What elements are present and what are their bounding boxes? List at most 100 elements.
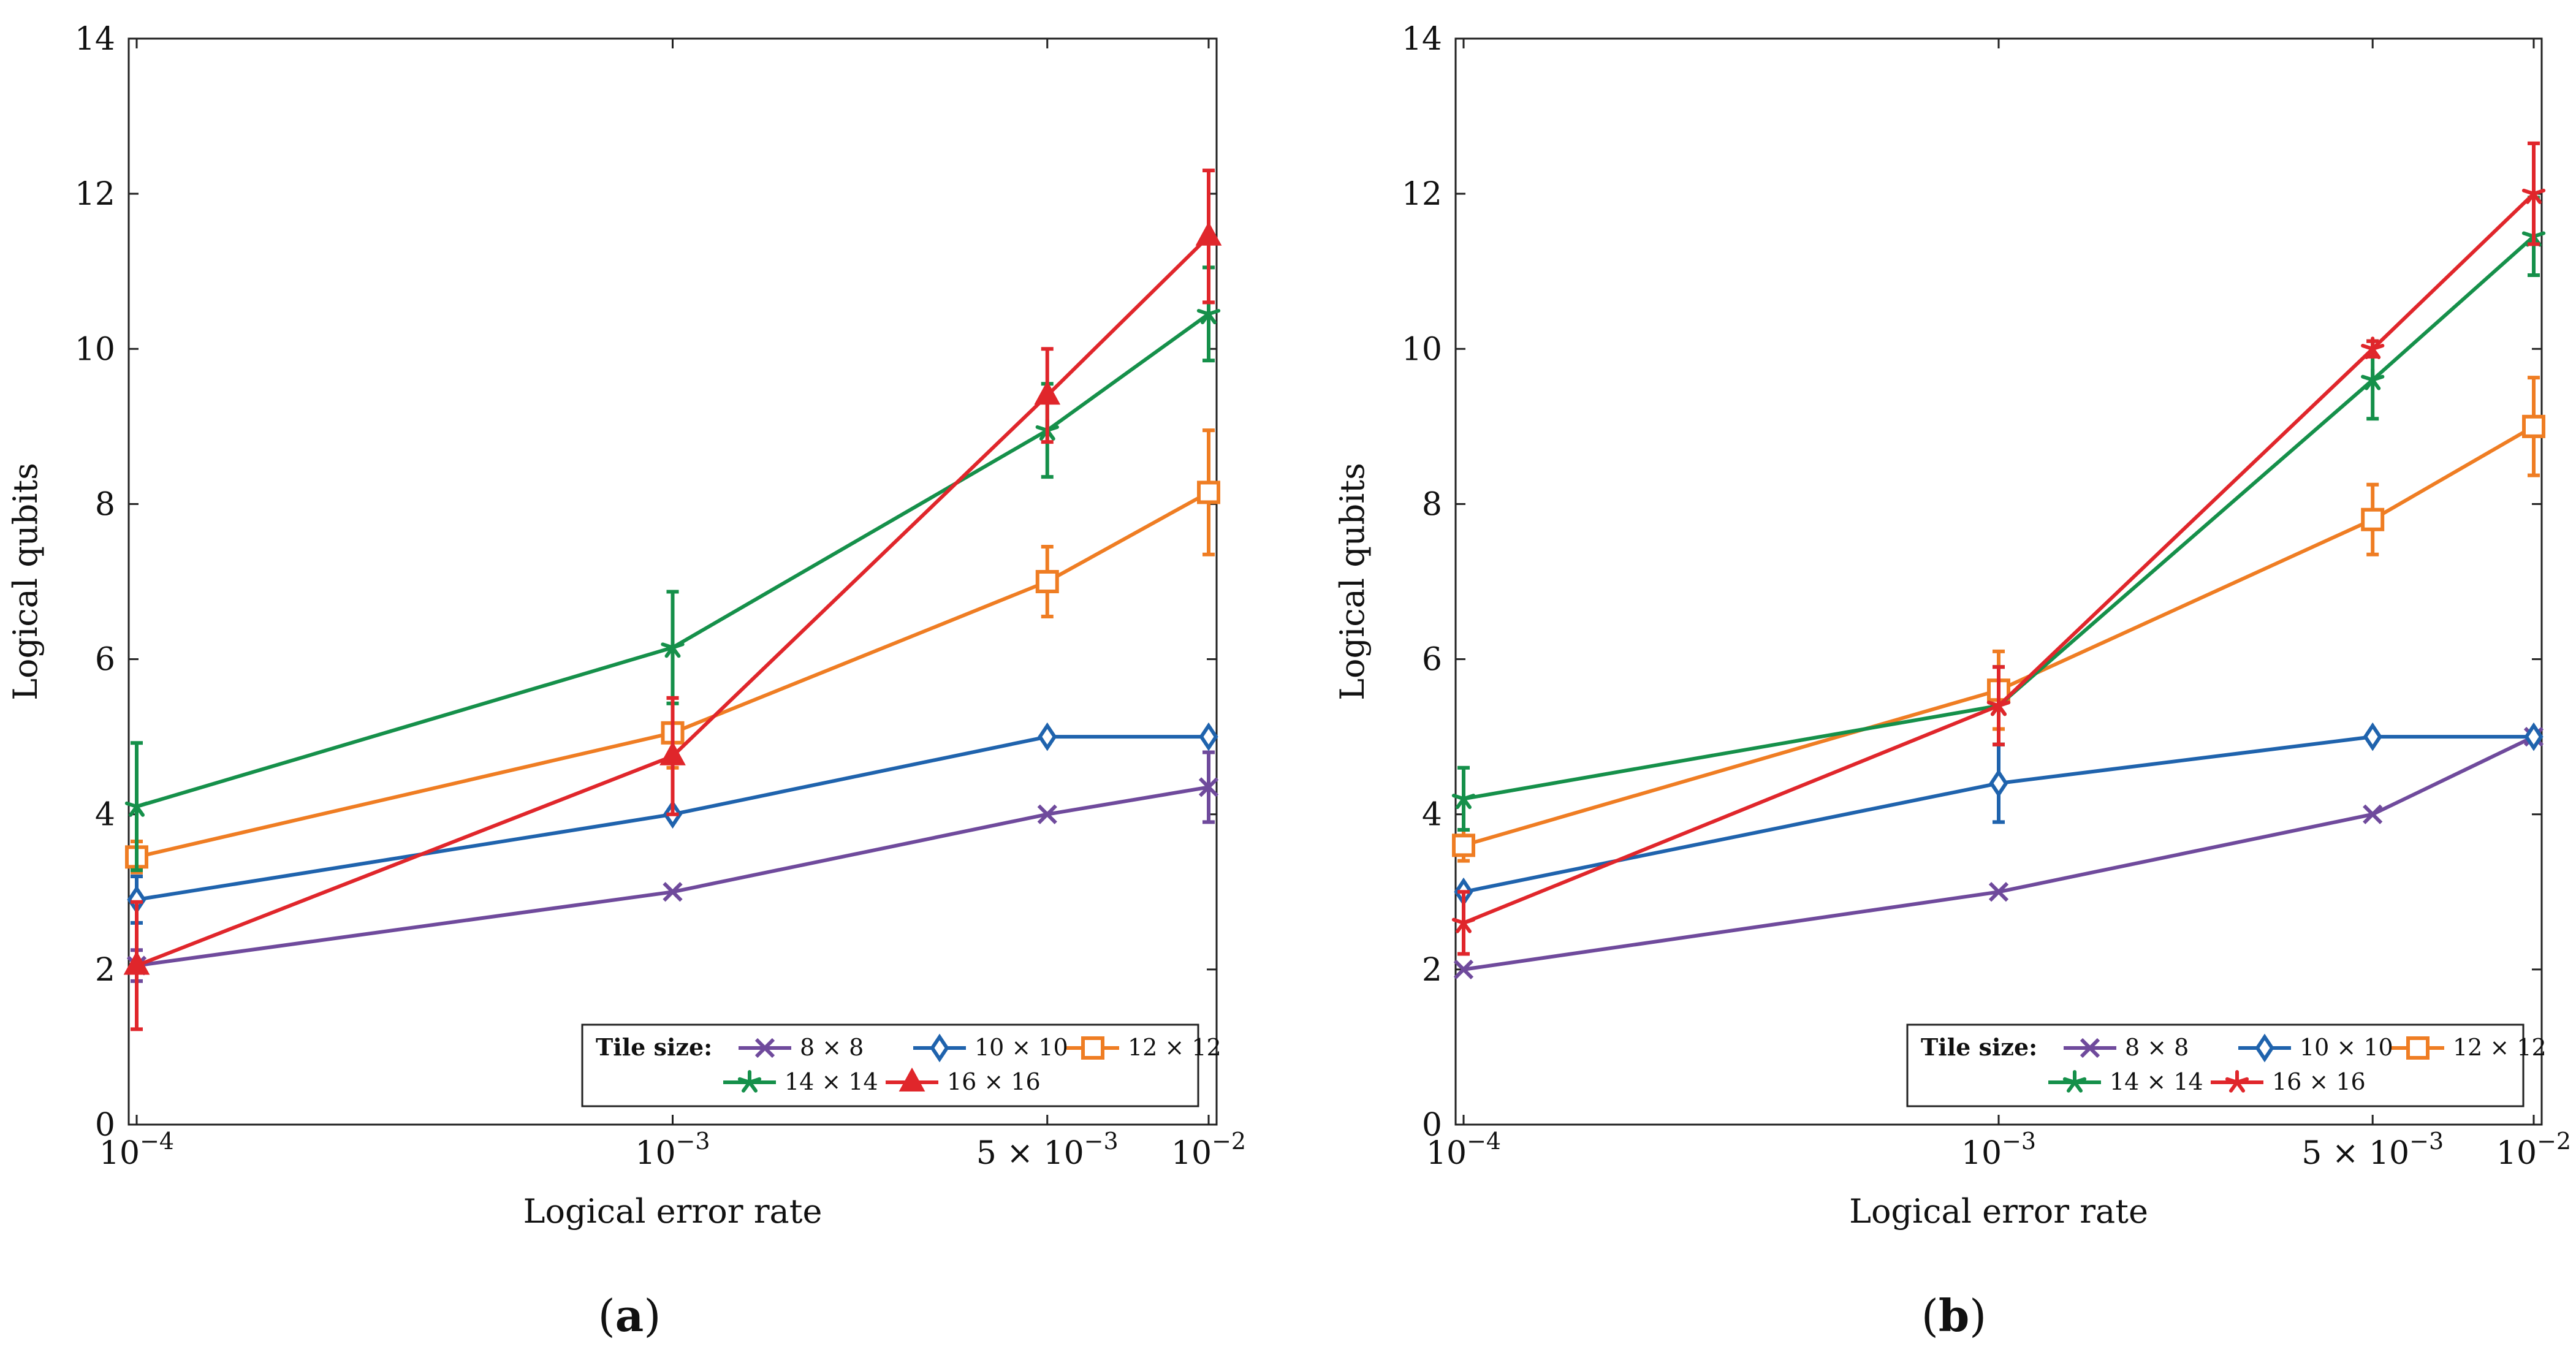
panel-a-series-4-line [135,235,1210,968]
panel-a-series-0-line [136,785,1209,968]
panel-a-ytick-label-7: 14 [75,21,115,58]
panel-a-ylabel: Logical qubits [6,463,45,700]
panel-a-legend-entry-4-marker [899,1067,925,1092]
panel-b-xtick-exponent-0: −4 [1467,1128,1501,1155]
panel-b-series-0-line [1463,735,2535,971]
panel-a-legend-entry-1-marker [930,1033,949,1063]
panel-a-xtick-label-0: 10−4 [99,1128,174,1172]
panel-a-legend-entry-4-label: 16 × 16 [947,1068,1041,1095]
panel-b-series-2-point-0 [1452,833,1475,857]
panel-b-ytick-label-3: 6 [1422,642,1442,678]
panel-a-legend-entry-0-marker-stroke-2 [754,1038,775,1058]
panel-b-xlabel: Logical error rate [1849,1192,2148,1231]
panel-a-series-3-point-1 [661,635,685,658]
panel-b-ytick-label-5: 10 [1402,331,1442,368]
panel-a-ytick-label-0: 0 [95,1107,115,1144]
panel-a-legend-entry-0-label: 8 × 8 [800,1034,864,1061]
panel-a-xtick-label-3: 10−2 [1171,1128,1246,1172]
panel-a-series-4-point-3 [1195,221,1222,246]
panel-a-xtick-mantissa-3: 10 [1171,1135,1212,1172]
panel-b-legend-title: Tile size: [1921,1033,2037,1061]
panel-a-xtick-exponent-3: −2 [1212,1128,1246,1155]
panel-b-xtick-label-3: 10−2 [2496,1128,2571,1172]
panel-b-series-3-line [1463,235,2535,801]
panel-b-xtick-label-1: 10−3 [1961,1128,2036,1172]
panel-b-xtick-label-2: 5 × 10−3 [2301,1128,2444,1172]
panel-b-ytick-label-4: 8 [1422,486,1442,523]
panel-b-xtick-exponent-3: −2 [2537,1128,2571,1155]
panel-b-xtick-exponent-1: −3 [2002,1128,2036,1155]
panel-b-ytick-label-0: 0 [1422,1107,1442,1144]
panel-b-series-4-line [1462,192,2536,925]
panel-b-xtick-mantissa-1: 10 [1961,1135,2002,1172]
panel-a-legend-entry-3-marker [737,1070,762,1093]
panel-b-xtick-mantissa-2: 5 × 10 [2301,1135,2409,1172]
panel-b-ytick-label-2: 4 [1422,797,1442,833]
panel-a-xtick-label-2: 5 × 10−3 [976,1128,1119,1172]
panel-a-legend-entry-1-label: 10 × 10 [975,1034,1068,1061]
panel-b-series-3-point-0 [1451,786,1476,810]
panel-b-legend-entry-4-label: 16 × 16 [2272,1068,2366,1095]
panel-b-legend-entry-3-marker-ray-4 [2062,1077,2076,1084]
panel-a-series-4-point-2 [1034,381,1061,405]
panel-a-series-0-point-3-stroke-2 [1198,777,1219,797]
panel-a-series-0-point-2-stroke-2 [1037,804,1057,824]
panel-a-series-1-point-3 [1199,722,1218,751]
panel-a-series-3-point-1-ray-4 [661,642,675,650]
panel-a-ytick-label-6: 12 [75,176,115,213]
panel-b-series-3-point-0-ray-4 [1451,794,1465,801]
caption-a-letter: a [615,1289,644,1342]
panel-a-series-4-point-0 [123,951,150,975]
panel-a-xtick-exponent-0: −4 [140,1128,174,1155]
panel-b-legend-entry-2: 12 × 12 [2392,1034,2547,1061]
panel-a-series-0-point-3 [1198,777,1219,797]
panel-b-series-1-point-3 [2524,722,2544,751]
panel-b-series-2-line [1463,425,2535,848]
panel-b-ylabel: Logical qubits [1333,463,1372,700]
panel-b-legend-entry-4: 16 × 16 [2211,1068,2366,1095]
panel-a-series-0-point-1 [663,882,683,902]
panel-a-legend-entry-0-marker [754,1038,775,1058]
panel-b-series-2-point-2 [2361,507,2385,531]
panel-a-ytick-label-1: 2 [95,952,115,989]
panel-a-xtick-exponent-2: −3 [1084,1128,1119,1155]
panel-a-ytick-label-2: 4 [95,797,115,833]
panel-b-series-2-point-3 [2522,414,2545,438]
panel-b-series-4-point-1-ray-4 [1986,700,2000,708]
panel-a-legend: Tile size: 8 × 8 10 × 10 12 × 12 14 × 14 16 ×… [581,1023,1222,1107]
panel-b-series-4-point-3 [2521,181,2546,204]
panel-b-series-4-point-2-ray-4 [2361,344,2375,351]
panel-a-xtick-mantissa-0: 10 [99,1135,140,1172]
panel-a-xtick-mantissa-2: 5 × 10 [976,1135,1084,1172]
panel-b-legend-entry-0-label: 8 × 8 [2125,1034,2189,1061]
panel-a-series-4-point-1 [659,741,686,765]
panel-a-series-3-point-0-ray-4 [124,801,139,809]
panel-b-series-0-point-0-stroke-2 [1453,959,1474,979]
panel-b-series-0-point-2-stroke-2 [2363,804,2383,824]
panel-b-series-3-point-2-ray-4 [2361,374,2375,382]
caption-a: (a) [598,1289,661,1342]
panel-b-legend-entry-0: 8 × 8 [2064,1034,2189,1061]
panel-b-series-0-point-0 [1453,959,1474,979]
panel-a-series-2-point-2 [1035,570,1059,593]
panel-b-xtick-mantissa-0: 10 [1426,1135,1467,1172]
panel-b-series-0-point-1-stroke-2 [1988,882,2009,902]
panel-b-legend-entry-2-label: 12 × 12 [2453,1034,2547,1061]
panel-a-xlabel: Logical error rate [523,1192,823,1231]
panel-a-legend-entry-3-marker-ray-4 [737,1077,751,1084]
panel-a-ytick-label-5: 10 [75,331,115,368]
panel-b-series-4-point-0 [1451,910,1476,933]
panel-a-legend-entry-1: 10 × 10 [913,1033,1068,1063]
panel-b-series-4 [1451,141,2546,956]
panel-b-legend-entry-1-marker [2255,1033,2274,1063]
panel-a-series-3-line [136,312,1210,808]
panel-a-series-3-point-3 [1196,302,1221,325]
panel-a-legend-entry-4: 16 × 16 [886,1067,1041,1095]
panel-a-legend-title: Tile size: [596,1033,712,1061]
panel-b-series-4-point-3-ray-4 [2521,188,2536,196]
panel-a-series-0-point-1-stroke-2 [663,882,683,902]
panel-b-legend-entry-0-marker [2080,1038,2100,1058]
